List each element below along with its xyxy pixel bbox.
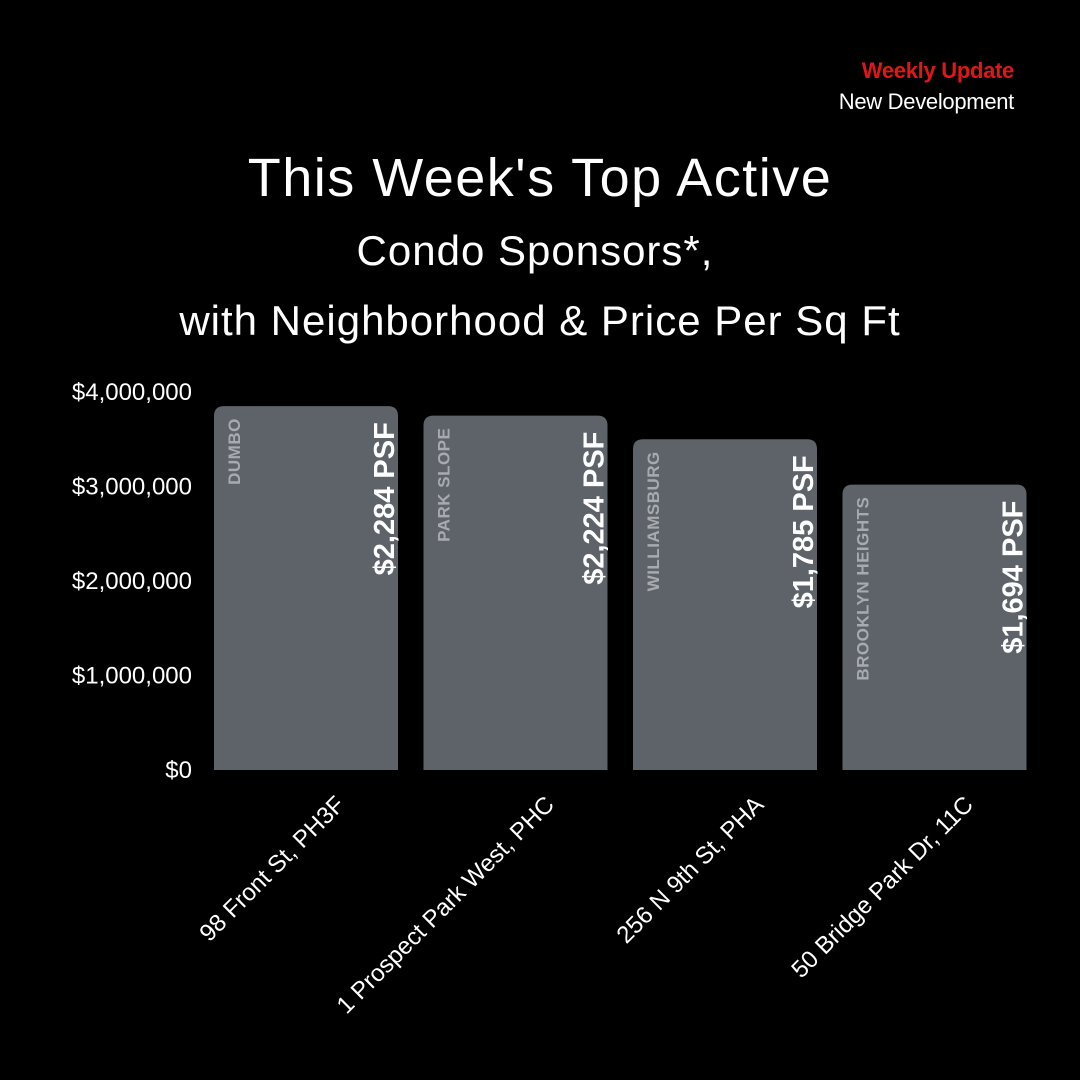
bar: [842, 484, 1027, 770]
neighborhood-label: BROOKLYN HEIGHTS: [854, 497, 873, 681]
y-tick-label: $0: [165, 757, 192, 784]
neighborhood-label: PARK SLOPE: [435, 428, 454, 542]
title-line-1: This Week's Top Active: [247, 148, 833, 208]
title-line-2: Condo Sponsors*,: [356, 227, 714, 274]
x-tick-label: 98 Front St, PH3F: [194, 791, 350, 947]
weekly-update-badge: Weekly Update: [861, 58, 1015, 83]
psf-label: $1,694 PSF: [998, 501, 1030, 654]
y-tick-label: $2,000,000: [72, 568, 192, 595]
psf-label: $2,284 PSF: [369, 422, 401, 575]
header-block: Weekly Update New Development: [838, 56, 1015, 118]
bar: [214, 406, 398, 770]
y-tick-label: $3,000,000: [72, 474, 192, 501]
psf-label: $2,224 PSF: [579, 432, 611, 585]
psf-label: $1,785 PSF: [788, 455, 820, 608]
category-label: New Development: [838, 89, 1015, 114]
x-tick-label: 256 N 9th St, PHA: [611, 791, 769, 949]
x-tick-label: 1 Prospect Park West, PHC: [332, 791, 560, 1019]
y-tick-label: $4,000,000: [72, 379, 192, 406]
chart-title: This Week's Top Active Condo Sponsors*, …: [0, 140, 1080, 356]
x-tick-label: 50 Bridge Park Dr, 11C: [786, 791, 978, 983]
neighborhood-label: WILLIAMSBURG: [644, 451, 663, 591]
y-tick-label: $1,000,000: [72, 663, 192, 690]
bar: [633, 439, 817, 770]
bar: [423, 415, 608, 770]
neighborhood-label: DUMBO: [225, 418, 244, 485]
title-line-3: with Neighborhood & Price Per Sq Ft: [179, 297, 901, 344]
